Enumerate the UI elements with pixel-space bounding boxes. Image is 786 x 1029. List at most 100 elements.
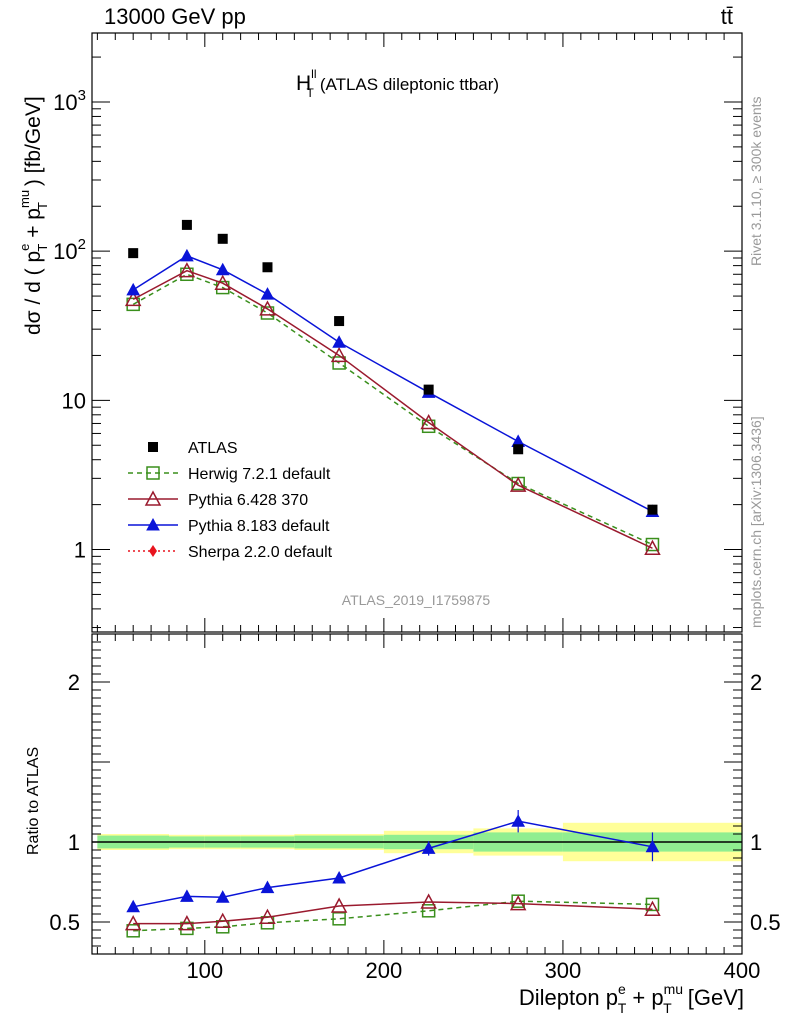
data-point bbox=[181, 219, 192, 230]
data-point bbox=[423, 384, 434, 395]
ratio-point-herwig-7-2-1-default bbox=[332, 912, 346, 926]
series-point-pythia-6-428-370 bbox=[509, 476, 527, 492]
ratio-point-pythia-8-183-default bbox=[215, 890, 230, 903]
analysis-id: ATLAS_2019_I1759875 bbox=[342, 592, 491, 608]
series-point-pythia-6-428-370 bbox=[644, 539, 661, 555]
legend-marker-pythia-6-428-370 bbox=[144, 490, 162, 506]
y-tick-label: 10 bbox=[62, 388, 86, 413]
plot-title: Hll T (ATLAS dileptonic ttbar) bbox=[296, 67, 499, 100]
ylabel-sub2: T bbox=[35, 202, 50, 210]
ratio-point-pythia-6-428-370 bbox=[420, 893, 437, 909]
ratio-point-herwig-7-2-1-default bbox=[126, 924, 140, 938]
legend-marker-atlas bbox=[148, 442, 158, 452]
legend-label-atlas: ATLAS bbox=[188, 440, 238, 457]
ratio-y-tick-label-right: 0.5 bbox=[750, 910, 781, 935]
ratio-point-pythia-8-183-default bbox=[332, 870, 346, 884]
series-point-pythia-6-428-370 bbox=[259, 300, 276, 316]
xlabel-sup2: mu bbox=[664, 981, 683, 997]
ylabel-suffix: ) [fb/GeV] bbox=[22, 96, 45, 192]
title-text: (ATLAS dileptonic ttbar) bbox=[320, 75, 499, 94]
data-point bbox=[128, 248, 139, 259]
x-axis-label: Dilepton pe T + pmu T [GeV] bbox=[519, 981, 744, 1016]
legend-label-herwig-7-2-1-default: Herwig 7.2.1 default bbox=[188, 466, 331, 483]
legend-marker-pythia-8-183-default bbox=[146, 517, 160, 531]
series-point-herwig-7-2-1-default bbox=[645, 537, 660, 552]
ylabel-sub1: T bbox=[35, 244, 50, 252]
ratio-point-pythia-6-428-370 bbox=[124, 915, 142, 931]
energy-label: 13000 GeV pp bbox=[104, 4, 246, 29]
ratio-point-pythia-6-428-370 bbox=[214, 912, 231, 928]
series-point-pythia-8-183-default bbox=[215, 262, 230, 276]
series-point-pythia-8-183-default bbox=[126, 282, 141, 296]
x-tick-label: 200 bbox=[366, 958, 403, 983]
series-point-pythia-6-428-370 bbox=[330, 346, 348, 363]
ratio-y-tick-label-right: 1 bbox=[750, 830, 762, 855]
series-point-pythia-8-183-default bbox=[332, 335, 346, 348]
series-point-pythia-6-428-370 bbox=[178, 262, 196, 278]
title-sub: T bbox=[307, 86, 315, 100]
ratio-point-pythia-6-428-370 bbox=[330, 897, 348, 913]
mcplots-label: mcplots.cern.ch [arXiv:1306.3436] bbox=[748, 416, 764, 628]
series-point-pythia-6-428-370 bbox=[124, 290, 142, 307]
main-panel: 1 10 102 103 bbox=[53, 32, 743, 954]
y-tick-label: 103 bbox=[53, 87, 86, 115]
ratio-point-pythia-6-428-370 bbox=[509, 895, 527, 911]
series-line-pythia-6-428-370 bbox=[132, 269, 653, 549]
ylabel-plus: + p bbox=[22, 208, 45, 244]
xlabel-sup1: e bbox=[618, 981, 626, 997]
ratio-point-herwig-7-2-1-default bbox=[645, 897, 660, 912]
legend-label-pythia-8-183-default: Pythia 8.183 default bbox=[188, 518, 330, 535]
series-point-pythia-6-428-370 bbox=[214, 274, 231, 290]
legend-marker-sherpa-2-2-0-default bbox=[149, 545, 157, 557]
legend: ATLAS Herwig 7.2.1 default Pythia 6.428 37… bbox=[128, 440, 333, 561]
rivet-label: Rivet 3.1.10, ≥ 300k events bbox=[748, 96, 764, 266]
xlabel-sub2: T bbox=[663, 1000, 672, 1016]
ratio-y-tick-label-right: 2 bbox=[750, 670, 762, 695]
data-point bbox=[334, 316, 345, 327]
ratio-point-pythia-6-428-370 bbox=[644, 900, 661, 916]
xlabel-sub1: T bbox=[618, 1000, 627, 1016]
xlabel-prefix: Dilepton p bbox=[519, 985, 618, 1010]
legend-marker-herwig-7-2-1-default bbox=[146, 466, 160, 480]
data-point bbox=[513, 444, 524, 455]
ratio-frame bbox=[91, 633, 743, 955]
ratio-point-pythia-6-428-370 bbox=[259, 908, 276, 924]
ratio-y-tick-label-left: 0.5 bbox=[49, 910, 80, 935]
ratio-point-herwig-7-2-1-default bbox=[421, 904, 436, 918]
data-point bbox=[647, 504, 658, 515]
title-symbol: H bbox=[296, 72, 311, 95]
ratio-point-pythia-8-183-default bbox=[645, 839, 660, 853]
y-tick-label: 102 bbox=[53, 236, 86, 264]
x-tick-label: 300 bbox=[545, 958, 582, 983]
process-label: tt̄ bbox=[721, 4, 733, 29]
ratio-point-pythia-8-183-default bbox=[180, 889, 194, 902]
series-point-pythia-8-183-default bbox=[260, 287, 275, 300]
ylabel-prefix: dσ / d ( p bbox=[22, 251, 45, 335]
series-line-pythia-8-183-default bbox=[132, 255, 653, 513]
y-tick-label: 1 bbox=[74, 538, 86, 563]
ratio-y-tick-label-left: 1 bbox=[68, 830, 80, 855]
ratio-line-pythia-8-183-default bbox=[133, 820, 653, 908]
x-tick-label: 400 bbox=[724, 958, 761, 983]
ratio-point-pythia-8-183-default bbox=[511, 814, 526, 827]
ratio-point-pythia-8-183-default bbox=[421, 841, 436, 854]
data-point bbox=[217, 233, 228, 244]
ylabel-sup1: e bbox=[17, 244, 32, 251]
ratio-point-pythia-8-183-default bbox=[260, 880, 275, 894]
ratio-point-pythia-8-183-default bbox=[126, 899, 141, 913]
series-point-pythia-8-183-default bbox=[180, 248, 194, 262]
xlabel-plus: + p bbox=[626, 985, 663, 1010]
data-point bbox=[262, 262, 273, 273]
xlabel-suffix: [GeV] bbox=[682, 985, 744, 1010]
series-point-herwig-7-2-1-default bbox=[332, 356, 346, 370]
ratio-y-axis-label: Ratio to ATLAS bbox=[25, 747, 42, 855]
ratio-panel: 100 200 300 400 0.5 0.5 1 1 2 2 bbox=[49, 633, 781, 983]
y-axis-label: dσ / d ( pe T + pmu T ) [fb/GeV] bbox=[17, 96, 50, 335]
legend-label-pythia-6-428-370: Pythia 6.428 370 bbox=[188, 492, 308, 509]
ratio-point-pythia-6-428-370 bbox=[178, 915, 196, 931]
x-tick-label: 100 bbox=[186, 958, 223, 983]
main-frame bbox=[91, 32, 743, 633]
series-point-pythia-6-428-370 bbox=[420, 413, 437, 430]
title-sup: ll bbox=[311, 67, 316, 81]
